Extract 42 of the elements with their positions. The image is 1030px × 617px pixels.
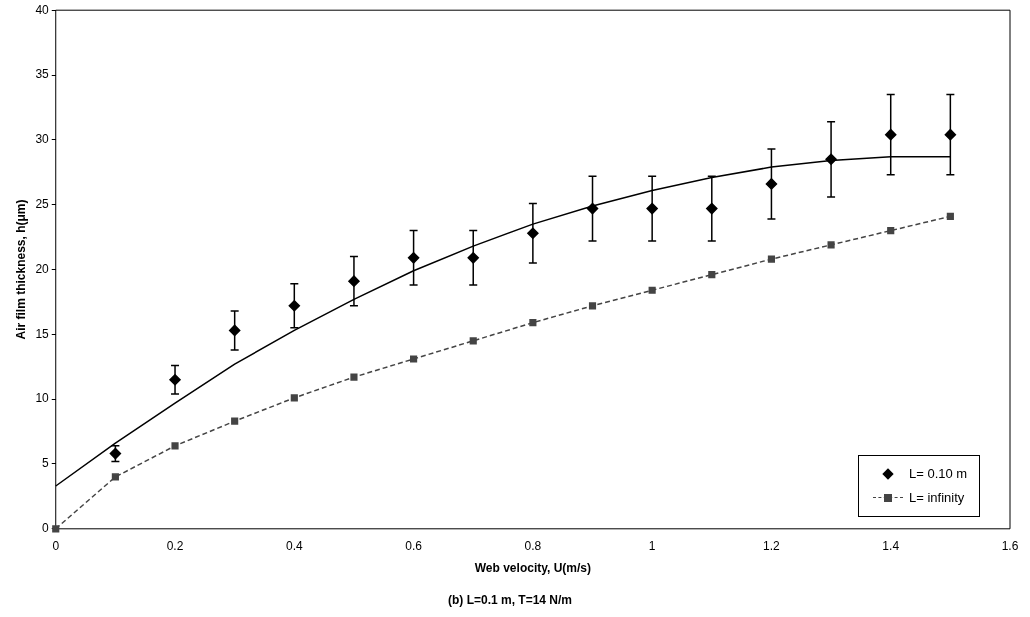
point — [946, 212, 954, 220]
x-tick-label: 0.6 — [405, 539, 423, 554]
x-tick-label: 1.2 — [763, 539, 781, 554]
y-tick-label: 25 — [35, 196, 50, 211]
point — [767, 255, 776, 263]
point — [350, 373, 358, 381]
y-tick-label: 0 — [42, 521, 50, 536]
x-axis-title: Web velocity, U(m/s) — [474, 560, 591, 575]
x-tick-label: 1.6 — [1001, 539, 1019, 554]
point — [884, 128, 897, 141]
point — [588, 302, 597, 310]
point — [290, 394, 298, 402]
x-tick-label: 0.8 — [524, 539, 542, 554]
point — [410, 355, 418, 363]
point — [586, 202, 599, 215]
point — [171, 442, 179, 450]
y-tick-label: 30 — [35, 132, 50, 147]
point — [708, 271, 716, 279]
text: (b) L=0.1 m, T=14 N/m — [447, 593, 573, 608]
point — [231, 417, 239, 425]
x-tick-label: 0.2 — [166, 539, 184, 554]
point — [111, 473, 119, 481]
point — [469, 337, 477, 345]
y-tick-label: 15 — [35, 326, 50, 341]
y-tick-label: 20 — [35, 261, 50, 276]
point — [887, 227, 895, 235]
point — [52, 525, 60, 533]
x-tick-label: 1 — [648, 539, 656, 554]
y-tick-label: 40 — [35, 2, 50, 17]
x-tick-label: 0 — [52, 539, 60, 554]
point — [648, 286, 656, 294]
x-tick-label: 1.4 — [882, 539, 900, 554]
legend-label: L= infinity — [909, 490, 965, 506]
point — [529, 319, 537, 327]
x-tick-label: 0.4 — [285, 539, 303, 554]
y-tick-label: 35 — [35, 67, 50, 82]
legend-label: L= 0.10 m — [909, 466, 968, 482]
y-tick-label: 5 — [42, 456, 50, 471]
y-tick-label: 10 — [35, 391, 50, 406]
point — [827, 241, 835, 249]
point — [944, 128, 957, 141]
y-axis-title: Air film thickness, h(μm) — [13, 199, 28, 340]
